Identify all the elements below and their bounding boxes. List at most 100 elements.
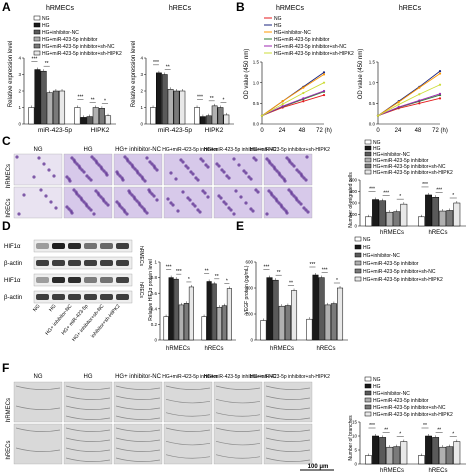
cell-dot xyxy=(282,177,286,181)
cell-dot xyxy=(82,170,86,174)
col-label: HG+miR-423-5p inhibitor+sh-HIPK2 xyxy=(250,374,330,380)
cell-dot xyxy=(179,158,183,162)
sig-label: * xyxy=(104,98,106,104)
sig-label: *** xyxy=(176,269,182,275)
bar xyxy=(453,202,461,227)
cell-dot xyxy=(306,210,310,214)
y-tick-label: 0.8 xyxy=(151,275,158,280)
blot-band xyxy=(52,277,65,283)
micrograph-tile xyxy=(63,381,113,423)
cell-dot xyxy=(148,160,152,164)
legend-label: HG+miR-423-5p inhibitor xyxy=(274,37,330,43)
cell-dot xyxy=(251,209,255,213)
panel-b-right-title: hRECs xyxy=(399,5,422,12)
cell-dot xyxy=(90,155,94,159)
sig-label: *** xyxy=(166,265,172,271)
data-point xyxy=(322,73,326,76)
cell-dot xyxy=(130,163,134,167)
panel-c-row-label-2: hRECs xyxy=(6,198,12,217)
tube-line xyxy=(115,437,161,442)
cell-dot xyxy=(277,171,281,175)
tube-line xyxy=(215,412,261,417)
cell-dot xyxy=(67,207,71,211)
legend-swatch xyxy=(354,260,362,266)
tube-line xyxy=(165,385,211,390)
bar xyxy=(178,304,184,341)
bar xyxy=(28,107,35,125)
panel-d-group-1: hRMECs xyxy=(166,346,190,352)
sig-label: * xyxy=(452,193,454,199)
bar xyxy=(291,290,298,341)
cell-dot xyxy=(256,190,260,194)
bar xyxy=(432,437,440,465)
cell-dot xyxy=(92,157,96,161)
y-tick-label: 0 xyxy=(354,224,357,229)
cell-dot xyxy=(89,178,93,182)
y-tick-label: 1.5 xyxy=(253,60,260,65)
x-tick-label: 0 xyxy=(260,128,264,134)
panel-c-row-label-1: hRMECs xyxy=(6,164,12,188)
panel-c-group-1: hRMECs xyxy=(380,230,404,236)
sig-label: *** xyxy=(369,423,375,429)
panel-b-right-xticks: 0 24 48 72 (h) xyxy=(376,128,448,134)
data-point xyxy=(418,99,421,102)
blot-band xyxy=(100,243,113,249)
legend-label: HG+miR-423-5p inhibitor xyxy=(42,37,98,43)
legend-label: HG xyxy=(363,245,371,251)
y-tick-label: 0 xyxy=(18,122,21,127)
micrograph-tile xyxy=(13,381,63,423)
panel-a-left-ylabel: Relative expression level xyxy=(8,41,14,107)
data-point xyxy=(438,97,442,100)
cell-dot xyxy=(252,156,256,160)
y-tick-label: 0.2 xyxy=(151,322,158,327)
panel-d-lane-labels: NG HG HG+ inhibitor-NC HG+ miR-423-5p HG… xyxy=(32,303,122,343)
panel-b-left-title: hRMECs xyxy=(276,5,305,12)
x-tick-label: 0 xyxy=(376,128,380,134)
cell-dot xyxy=(292,164,296,168)
y-tick-label: 600 xyxy=(245,260,253,265)
cell-dot xyxy=(17,212,21,216)
blot-label: HIF1α xyxy=(4,244,21,250)
blot-band xyxy=(100,294,113,300)
panel-e-ylabel: VEGF protein (pg/mL) xyxy=(244,265,250,314)
data-point xyxy=(322,81,326,84)
tube-line xyxy=(165,412,211,417)
bar xyxy=(439,446,447,465)
x-tick-label: 24 xyxy=(279,128,286,134)
cell-dot xyxy=(122,208,126,212)
y-tick-label: 0.5 xyxy=(369,101,376,106)
panel-c-ylabel: Number of migrated cells xyxy=(348,172,354,228)
bar xyxy=(365,455,372,465)
micrograph-tile xyxy=(263,381,313,423)
y-tick-label: 2 xyxy=(140,89,143,94)
y-tick-label: 400 xyxy=(245,286,253,291)
cell-dot xyxy=(79,196,83,200)
cell-dot xyxy=(155,168,159,172)
tube-line xyxy=(65,405,111,410)
bar xyxy=(211,283,217,341)
blot-band xyxy=(100,260,113,266)
tube-line xyxy=(265,385,311,390)
cell-dot xyxy=(117,202,121,206)
sig-label: * xyxy=(226,279,228,285)
blot-band xyxy=(84,277,97,283)
data-point xyxy=(302,100,305,103)
legend-swatch xyxy=(354,252,362,258)
blot-band xyxy=(84,294,97,300)
legend-label: HG+miR-423-5p inhibitor+sh-NC xyxy=(274,44,347,50)
sig-label: *** xyxy=(369,187,375,193)
sig-label: ** xyxy=(45,61,49,67)
cell-dot xyxy=(69,209,73,213)
bar xyxy=(200,116,206,125)
panel-a-left-group-1: miR-423-5p xyxy=(38,127,72,134)
legend-swatch xyxy=(364,151,372,157)
cell-dot xyxy=(176,209,180,213)
y-tick-label: 4 xyxy=(18,56,21,61)
cell-dot xyxy=(186,166,190,170)
sig-label: *** xyxy=(322,268,328,274)
bar xyxy=(453,441,461,465)
tube-line xyxy=(65,457,111,462)
bar xyxy=(188,286,194,341)
panel-f-legend: NG HG HG+inhibitor-NC HG+miR-423-5p inhi… xyxy=(364,376,453,418)
sig-label: ** xyxy=(423,423,427,429)
